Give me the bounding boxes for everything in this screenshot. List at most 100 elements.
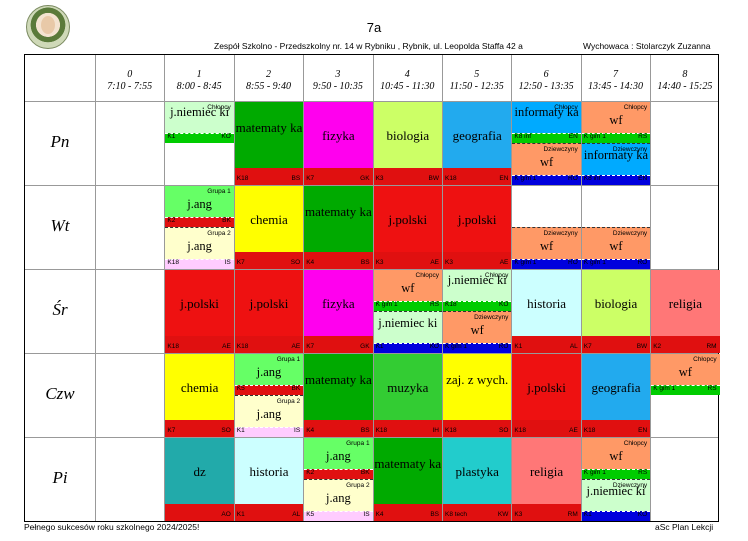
lesson-card[interactable]: informaty ka Dziewczyny K8 inf EN [581,143,651,185]
lesson-band [234,427,304,437]
lesson-card[interactable]: j.niemiec ki Chłopcy K1 KO [165,102,234,143]
lesson-card[interactable]: matematy ka K4 BS [373,438,442,521]
lesson-card[interactable]: wf Chłopcy K gim 1 RS [651,354,720,395]
lesson-room: K4 [306,259,315,266]
lesson-band [443,420,512,437]
lesson-subject: j.polski [388,211,428,227]
lesson-card[interactable]: wf Chłopcy K gim 1 RS [373,270,442,311]
lesson-teacher: KO [637,511,648,518]
period-header-5: 5 11:50 - 12:35 [442,69,511,93]
lesson-card[interactable]: j.ang Grupa 2 K18 IS [165,227,234,269]
lesson-card[interactable]: religia K2 RM [651,270,720,353]
lesson-card[interactable]: j.niemiec ki Dziewczyny K1 KO [581,479,651,521]
lesson-card[interactable]: j.ang Grupa 2 K1 IS [234,395,304,437]
class-title: 7a [366,20,382,35]
school-info: Zespół Szkolno - Przedszkolny nr. 14 w R… [214,41,523,51]
lesson-band [651,336,720,353]
lesson-group: Dziewczyny [612,482,648,489]
lesson-card[interactable]: zaj. z wych. K18 SO [443,354,512,437]
lesson-subject: wf [539,155,554,169]
lesson-teacher: KO [221,133,231,140]
lesson-room: K18 [514,427,526,434]
lesson-card[interactable]: j.ang Grupa 1 K2 BK [165,186,234,227]
lesson-card[interactable]: plastyka K8 tech KW [443,438,512,521]
lesson-band [165,259,234,269]
lesson-card[interactable]: j.polski K18 AE [165,270,234,353]
lesson-subject: historia [527,295,567,311]
lesson-subject: j.polski [527,379,566,395]
period-time: 10:45 - 11:30 [380,81,435,92]
lesson-teacher: EN [568,133,578,140]
lesson-card[interactable]: j.polski K18 AE [234,270,304,353]
lesson-card[interactable]: matematy ka K18 BS [234,102,304,185]
lesson-card[interactable]: fizyka K7 GK [304,270,373,353]
lesson-card[interactable]: wf Chłopcy K gim 1 RS [581,438,651,479]
lesson-card[interactable]: biologia K3 BW [373,102,442,185]
lesson-card[interactable]: dz AO [165,438,234,521]
lesson-subject: dz [193,463,206,479]
lesson-card[interactable]: biologia K7 BW [581,270,651,353]
lesson-card[interactable]: muzyka K18 IH [373,354,442,437]
lesson-teacher: BS [430,511,439,518]
lesson-teacher: BK [291,385,301,392]
footer-brand: aSc Plan Lekcji [655,522,714,532]
period-number: 1 [196,69,202,80]
lesson-subject: biologia [594,295,638,311]
lesson-room: K18 [445,175,457,182]
lesson-teacher: SO [498,427,509,434]
lesson-subject: fizyka [322,127,355,143]
lesson-band [304,511,373,521]
lesson-teacher: IS [363,511,370,518]
lesson-card[interactable]: geografia K18 EN [581,354,651,437]
lesson-room: K8 tech [445,511,468,518]
lesson-band [304,469,373,479]
lesson-teacher: RM [567,511,578,518]
lesson-card[interactable]: j.ang Grupa 1 K5 BK [234,354,304,395]
lesson-subject: j.ang [187,239,212,253]
grid-column-line [164,55,166,521]
lesson-card[interactable]: j.ang Grupa 2 K5 IS [304,479,373,521]
lesson-group: Dziewczyny [543,230,578,237]
grid-column-line [442,55,443,521]
grid-column-line [372,55,374,521]
lesson-teacher: IH [432,427,439,434]
period-time: 12:50 - 13:35 [518,81,574,92]
lesson-card[interactable]: j.polski K3 AE [373,186,442,269]
lesson-card[interactable]: religia K3 RM [512,438,581,521]
lesson-card[interactable]: matematy ka K4 BS [304,354,373,437]
lesson-card[interactable]: j.niemiec ki K1 KO [373,311,442,353]
lesson-room: K1 [375,343,384,350]
lesson-card[interactable]: j.ang Grupa 1 K2 BK [304,438,373,479]
grid-column-line [580,55,582,521]
lesson-card[interactable]: wf Dziewczyny K gim 1 RO [443,311,512,353]
lesson-subject: plastyka [455,463,499,479]
day-label: Wt [50,216,70,235]
lesson-card[interactable]: j.niemiec ki Chłopcy K18 KO [443,270,512,311]
lesson-subject: geografia [452,127,502,143]
lesson-card[interactable]: j.polski K3 AE [443,186,512,269]
lesson-card[interactable]: historia K1 AL [234,438,304,521]
lesson-card[interactable]: chemia K7 SO [165,354,234,437]
lesson-band [651,385,720,395]
lesson-room: K2 [306,469,315,476]
lesson-room: K7 [306,175,315,182]
lesson-card[interactable]: wf Dziewczyny K gim 1 RO [512,227,581,269]
lesson-card[interactable]: wf Chłopcy K gim 1 RS [581,102,651,143]
lesson-card[interactable]: fizyka K7 GK [304,102,373,185]
lesson-card[interactable]: matematy ka K4 BS [304,186,373,269]
lesson-room: K2 [167,217,176,224]
lesson-room: K18 [583,427,596,434]
lesson-teacher: AL [292,511,301,518]
homeroom-teacher: Wychowaca : Stolarczyk Zuzanna [583,41,711,51]
lesson-card[interactable]: wf Dziewczyny K gim 1 RO [512,143,581,185]
lesson-group: Dziewczyny [474,314,509,321]
lesson-card[interactable]: j.polski K18 AE [512,354,581,437]
lesson-room: K gim 1 [375,301,398,308]
lesson-band [165,217,234,227]
lesson-card[interactable]: informaty ka Chłopcy K8 inf EN [512,102,581,143]
lesson-card[interactable]: wf Dziewczyny K gim 1 RO [581,227,651,269]
lesson-teacher: AE [569,427,578,434]
lesson-card[interactable]: chemia K7 SO [234,186,304,269]
lesson-card[interactable]: geografia K18 EN [443,102,512,185]
lesson-card[interactable]: historia K1 AL [512,270,581,353]
